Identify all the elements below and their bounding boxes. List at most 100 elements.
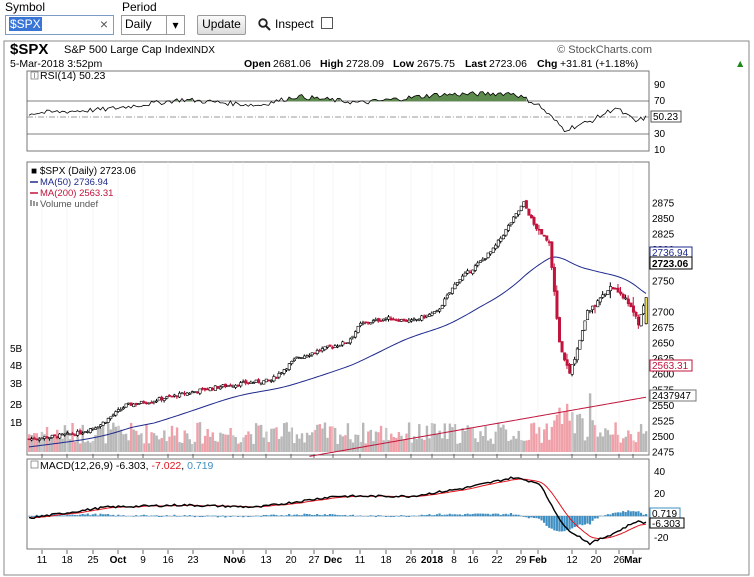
macd-histogram-bar: [451, 514, 454, 517]
candle-body: [249, 381, 253, 384]
macd-histogram-bar: [237, 516, 240, 517]
volume-bar: [555, 414, 559, 452]
volume-bar: [412, 436, 416, 452]
update-button[interactable]: Update: [197, 15, 246, 35]
volume-bar: [486, 440, 490, 452]
candle-body: [473, 265, 477, 271]
x-tick-label: 11: [37, 555, 48, 566]
volume-bar: [254, 423, 258, 452]
macd-histogram-bar: [135, 515, 138, 517]
chevron-down-icon[interactable]: ▾: [166, 16, 184, 34]
x-tick-label: Mar: [624, 555, 642, 566]
volume-bar: [545, 423, 548, 452]
macd-histogram-bar: [418, 515, 421, 517]
candle-body: [221, 384, 225, 387]
macd-histogram-bar: [486, 513, 490, 517]
period-select[interactable]: Daily ▾: [121, 15, 185, 35]
macd-histogram-bar: [35, 514, 38, 517]
inspect-checkbox[interactable]: [321, 17, 333, 29]
rsi-tick-label: 70: [654, 96, 666, 107]
candle-body: [201, 387, 205, 390]
macd-histogram-bar: [548, 516, 551, 528]
candle-body: [320, 348, 324, 352]
volume-bar: [586, 436, 589, 452]
volume-bar: [318, 424, 322, 452]
volume-bar: [165, 441, 169, 452]
volume-bar: [525, 440, 528, 452]
candle-body: [527, 208, 531, 216]
candle-body: [152, 400, 156, 404]
candle-body: [374, 319, 378, 321]
macd-value-box: [649, 517, 685, 529]
volume-bar: [474, 438, 477, 452]
volume-bar: [438, 430, 441, 452]
volume-bar: [642, 433, 645, 452]
candle-body: [512, 216, 516, 223]
macd-histogram-bar: [489, 514, 492, 517]
candle-body: [382, 318, 386, 321]
macd-histogram-bar: [183, 515, 186, 517]
volume-bar: [397, 432, 401, 452]
macd-histogram-bar: [492, 513, 495, 517]
macd-histogram-bar: [497, 513, 500, 517]
candle-body: [134, 403, 138, 405]
volume-bar: [374, 431, 378, 452]
candle-body: [55, 436, 59, 438]
price-tick-label: 2500: [652, 432, 675, 443]
volume-bar: [206, 429, 209, 452]
candle-body: [137, 403, 141, 405]
candle-body: [440, 305, 444, 309]
macd-histogram-bar: [94, 513, 97, 517]
candle-body: [399, 319, 403, 322]
macd-tick-label: -20: [654, 533, 669, 544]
candle-body: [555, 290, 559, 319]
clear-icon[interactable]: ×: [99, 16, 108, 32]
volume-bar: [107, 424, 110, 452]
rsi-tick-label: 10: [654, 145, 666, 156]
volume-tick-label: 1B: [10, 418, 23, 429]
header-datetime: 5-Mar-2018 3:52pm: [10, 58, 102, 70]
volume-bar: [35, 433, 39, 452]
candle-body: [269, 380, 273, 382]
macd-histogram-bar: [614, 512, 617, 517]
candle-body: [213, 385, 217, 391]
macd-histogram-bar: [265, 514, 268, 517]
volume-bar: [634, 442, 638, 452]
macd-histogram-bar: [303, 513, 306, 517]
header-exchange: INDX: [191, 45, 215, 56]
macd-histogram-bar: [84, 514, 87, 517]
candle-body: [481, 258, 485, 261]
volume-bar: [119, 429, 123, 452]
volume-bar: [203, 435, 207, 452]
volume-bar: [461, 428, 464, 452]
period-select-value: Daily: [125, 17, 152, 31]
candle-body: [272, 376, 276, 382]
volume-bar: [553, 420, 556, 452]
volume-bar: [568, 420, 571, 452]
candle-body: [542, 234, 546, 237]
macd-histogram-bar: [293, 514, 296, 517]
macd-histogram-bar: [96, 515, 100, 517]
macd-histogram-bar: [423, 515, 426, 517]
macd-histogram-bar: [632, 511, 635, 517]
candle-body: [71, 433, 75, 435]
candle-body: [458, 279, 462, 283]
candle-body: [346, 342, 350, 344]
macd-histogram-bar: [435, 514, 439, 517]
macd-histogram-bar: [527, 516, 530, 519]
volume-bar: [349, 439, 352, 452]
symbol-input[interactable]: $SPX ×: [5, 15, 114, 35]
candle-body: [111, 414, 115, 417]
candle-body: [218, 386, 222, 390]
candle-body: [359, 322, 363, 326]
volume-bar: [619, 442, 622, 452]
period-label: Period: [122, 0, 157, 14]
rsi-tick-label: 30: [654, 129, 666, 140]
macd-histogram-bar: [249, 516, 253, 517]
volume-bar: [313, 429, 316, 452]
volume-bar: [280, 436, 283, 452]
candle-body: [593, 305, 597, 307]
candle-body: [535, 223, 539, 230]
volume-bar: [129, 422, 133, 452]
volume-bar: [466, 425, 469, 452]
